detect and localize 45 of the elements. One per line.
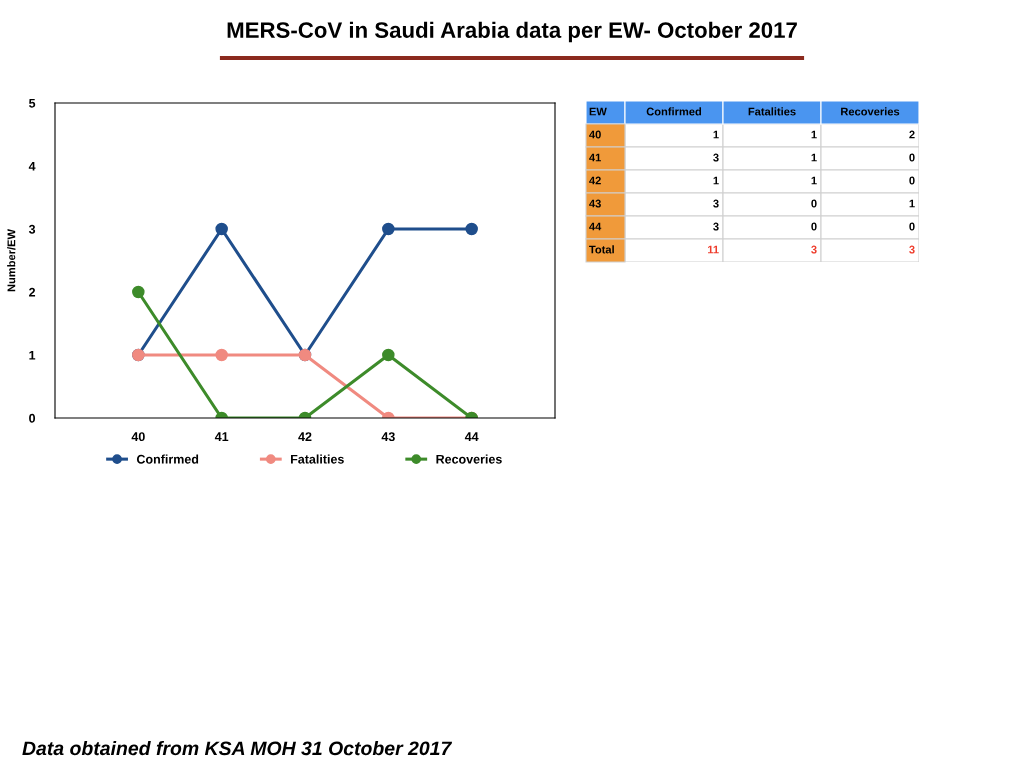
data-label: 1 — [811, 176, 817, 185]
x-tick-label: 40 — [131, 432, 145, 442]
data-label: 0 — [909, 222, 915, 231]
data-label: 1 — [713, 176, 719, 185]
data-label: 0 — [811, 222, 817, 231]
y-tick-label: 44 — [589, 222, 602, 231]
text: Data obtained from KSA MOH 31 October 2017 — [22, 740, 453, 756]
y-tick-label: 5 — [28, 98, 36, 108]
y-tick-label: 4 — [28, 161, 36, 171]
data-label: 3 — [713, 222, 719, 231]
data-label: 3 — [713, 153, 719, 162]
y-tick-label: 43 — [589, 199, 601, 208]
y-tick-label: 0 — [29, 413, 36, 423]
y-axis-title: EW — [589, 107, 607, 116]
y-tick-label: 3 — [28, 224, 36, 234]
x-tick-label: 44 — [464, 432, 479, 441]
y-tick-label: 2 — [29, 287, 36, 297]
x-tick-label: 42 — [298, 432, 312, 441]
data-label: 3 — [909, 245, 915, 254]
legend-label: Recoveries — [436, 454, 502, 464]
data-label: 3 — [811, 245, 817, 254]
data-label: 2 — [909, 130, 915, 139]
legend-label: Confirmed — [136, 454, 199, 464]
data-label: 0 — [909, 176, 915, 185]
data-label: 1 — [713, 130, 719, 139]
x-tick-label: Recoveries — [841, 107, 900, 116]
chart-title: MERS-CoV in Saudi Arabia data per EW- October 2017 — [227, 21, 797, 43]
data-label: 0 — [909, 153, 915, 162]
x-tick-label: 43 — [381, 432, 395, 442]
data-label: 1 — [811, 130, 817, 139]
data-label: 11 — [708, 245, 719, 254]
x-tick-label: Fatalities — [748, 107, 796, 116]
data-label: 1 — [909, 199, 915, 208]
y-tick-label: 1 — [29, 350, 36, 360]
data-label: 0 — [811, 199, 817, 208]
y-axis-title: Number/EW — [7, 229, 16, 292]
y-tick-label: 40 — [589, 130, 601, 139]
legend-label: Fatalities — [291, 454, 344, 464]
x-tick-label: 41 — [214, 432, 229, 441]
data-label: 1 — [811, 153, 817, 162]
y-tick-label: Total — [589, 245, 614, 254]
y-tick-label: 42 — [589, 176, 601, 185]
x-tick-label: Confirmed — [646, 107, 702, 116]
y-tick-label: 41 — [589, 153, 601, 162]
data-label: 3 — [713, 199, 719, 208]
